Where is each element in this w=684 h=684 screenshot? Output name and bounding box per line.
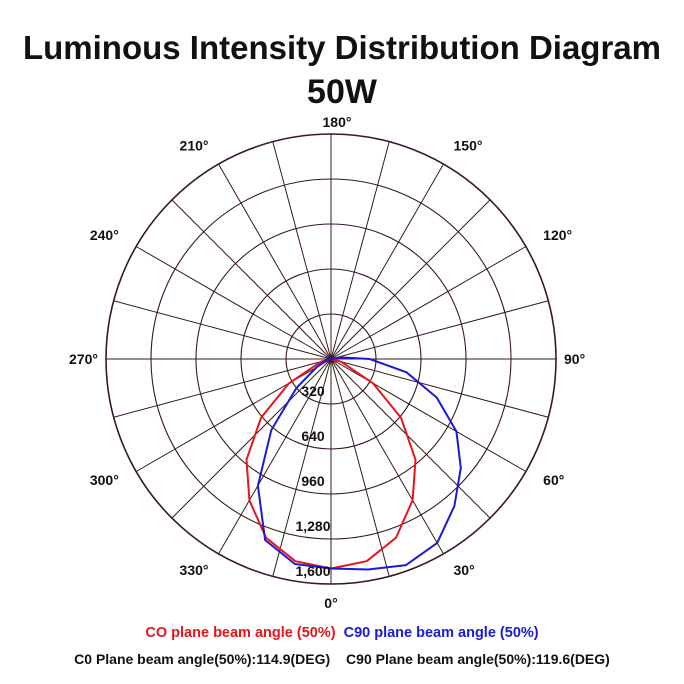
grid-spoke <box>113 300 332 360</box>
angle-label: 330° <box>180 562 209 578</box>
grid-spoke <box>171 199 332 360</box>
angle-label: 120° <box>543 227 572 243</box>
legend: CO plane beam angle (50%) C90 plane beam… <box>0 624 684 642</box>
grid-spoke <box>135 246 332 360</box>
radial-tick-label: 640 <box>301 428 325 444</box>
radial-tick-label: 320 <box>301 383 325 399</box>
chart-subtitle: 50W <box>307 73 377 111</box>
grid-spoke <box>330 358 444 555</box>
angle-label: 270° <box>69 351 98 367</box>
angle-label: 60° <box>543 472 564 488</box>
chart-title: Luminous Intensity Distribution Diagram <box>22 29 662 66</box>
angle-label: 0° <box>324 595 337 611</box>
angle-label: 150° <box>454 138 483 154</box>
grid-spoke <box>330 358 390 577</box>
grid-spoke <box>218 163 332 360</box>
grid-spoke <box>330 358 491 519</box>
grid-spoke <box>330 246 527 360</box>
beam-angle-notes: C0 Plane beam angle(50%):114.9(DEG) C90 … <box>0 650 684 668</box>
angle-label: 300° <box>90 472 119 488</box>
curve-c90 <box>256 356 462 571</box>
grid-spoke <box>330 141 390 360</box>
polar-labels: 0° 30° 60° 90° 120° 150° 180° 210° 240° 270° 300° 3… <box>69 114 585 611</box>
grid-spoke <box>330 163 444 360</box>
angle-label: 240° <box>90 227 119 243</box>
legend-c90: C90 plane beam angle (50%) <box>343 625 539 641</box>
note-c0: C0 Plane beam angle(50%):114.9(DEG) <box>74 651 331 667</box>
grid-spoke <box>113 358 332 418</box>
angle-label: 90° <box>564 351 585 367</box>
legend-c0: CO plane beam angle (50%) <box>145 625 336 641</box>
intensity-curves <box>245 356 462 571</box>
grid-spoke <box>330 199 491 360</box>
radial-tick-label: 1,600 <box>295 563 330 579</box>
angle-label: 210° <box>180 138 209 154</box>
grid-spoke <box>272 358 332 577</box>
grid-spoke <box>330 300 549 360</box>
angle-label: 180° <box>323 114 352 130</box>
radial-tick-label: 960 <box>301 473 325 489</box>
angle-label: 30° <box>454 562 475 578</box>
grid-spoke <box>218 358 332 555</box>
grid-spoke <box>171 358 332 519</box>
radial-tick-label: 1,280 <box>295 518 330 534</box>
grid-spoke <box>330 358 549 418</box>
note-c90: C90 Plane beam angle(50%):119.6(DEG) <box>346 651 610 667</box>
grid-spoke <box>272 141 332 360</box>
polar-grid <box>105 133 557 585</box>
